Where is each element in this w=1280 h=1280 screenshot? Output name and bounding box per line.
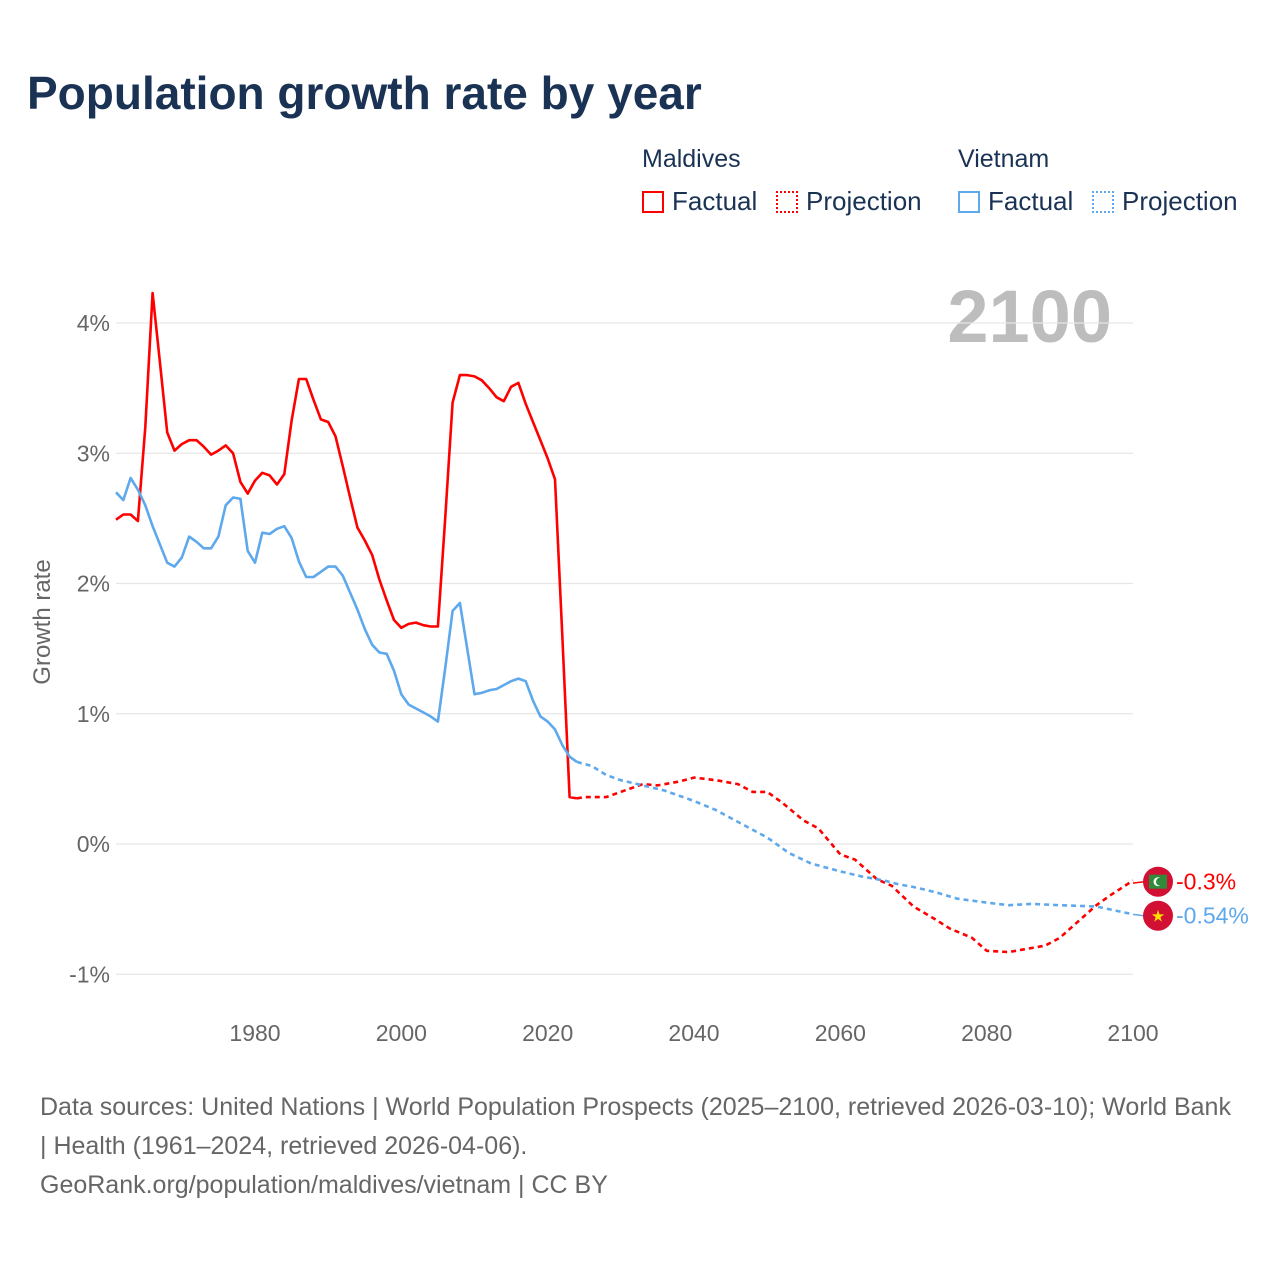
y-tick-label: 3% — [77, 440, 110, 466]
y-tick-label: 2% — [77, 571, 110, 597]
end-value-label: -0.3% — [1176, 869, 1236, 895]
series-line-maldives-factual — [115, 291, 578, 800]
legend-swatch-solid — [642, 190, 664, 213]
x-tick-label: 2000 — [376, 1020, 427, 1046]
legend-label: Projection — [1122, 186, 1238, 216]
end-value-label: -0.54% — [1176, 903, 1249, 929]
series-line-vietnam-factual — [115, 476, 578, 763]
x-tick-label: 2100 — [1107, 1020, 1158, 1046]
year-watermark: 2100 — [947, 275, 1112, 358]
x-tick-label: 2080 — [961, 1020, 1012, 1046]
y-tick-label: -1% — [69, 961, 110, 987]
x-tick-label: 2040 — [668, 1020, 719, 1046]
legend-vietnam-factual[interactable]: Factual — [958, 186, 1073, 217]
series-line-maldives-projection — [576, 776, 1134, 954]
legend-swatch-solid — [958, 190, 980, 213]
legend-swatch-dotted — [1092, 190, 1114, 213]
x-tick-label: 2060 — [815, 1020, 866, 1046]
flag-vietnam-icon: ★ — [1143, 900, 1173, 931]
legend-group-vietnam: Vietnam — [958, 145, 1050, 173]
legend-maldives-projection[interactable]: Projection — [776, 186, 922, 217]
legend-group-maldives: Maldives — [642, 145, 741, 173]
plot-area: 2100 Growth rate 4% 3% 2% 1% 0% -1% 1980 2000 20… — [29, 275, 1249, 1046]
legend-swatch-dotted — [776, 190, 798, 213]
legend-vietnam-projection[interactable]: Projection — [1092, 186, 1238, 217]
legend-label: Projection — [806, 186, 922, 216]
credit-link[interactable]: GeoRank.org/population/maldives/vietnam … — [40, 1171, 608, 1199]
y-axis-label: Growth rate — [29, 559, 56, 684]
footer: Data sources: United Nations | World Pop… — [40, 1088, 1240, 1205]
legend-label: Factual — [672, 186, 758, 216]
y-tick-label: 0% — [77, 831, 110, 857]
svg-text:★: ★ — [1151, 909, 1165, 926]
end-connector — [1132, 913, 1145, 917]
flag-maldives-icon — [1143, 866, 1173, 897]
series-line-vietnam-projection — [576, 760, 1134, 916]
y-tick-label: 4% — [77, 310, 110, 336]
data-sources: Data sources: United Nations | World Pop… — [40, 1093, 1231, 1160]
legend-maldives-factual[interactable]: Factual — [642, 186, 757, 217]
chart-title: Population growth rate by year — [27, 67, 702, 119]
y-tick-label: 1% — [77, 701, 110, 727]
x-tick-label: 2020 — [522, 1020, 573, 1046]
end-connector — [1132, 880, 1145, 884]
x-tick-label: 1980 — [229, 1020, 280, 1046]
legend-label: Factual — [988, 186, 1074, 216]
